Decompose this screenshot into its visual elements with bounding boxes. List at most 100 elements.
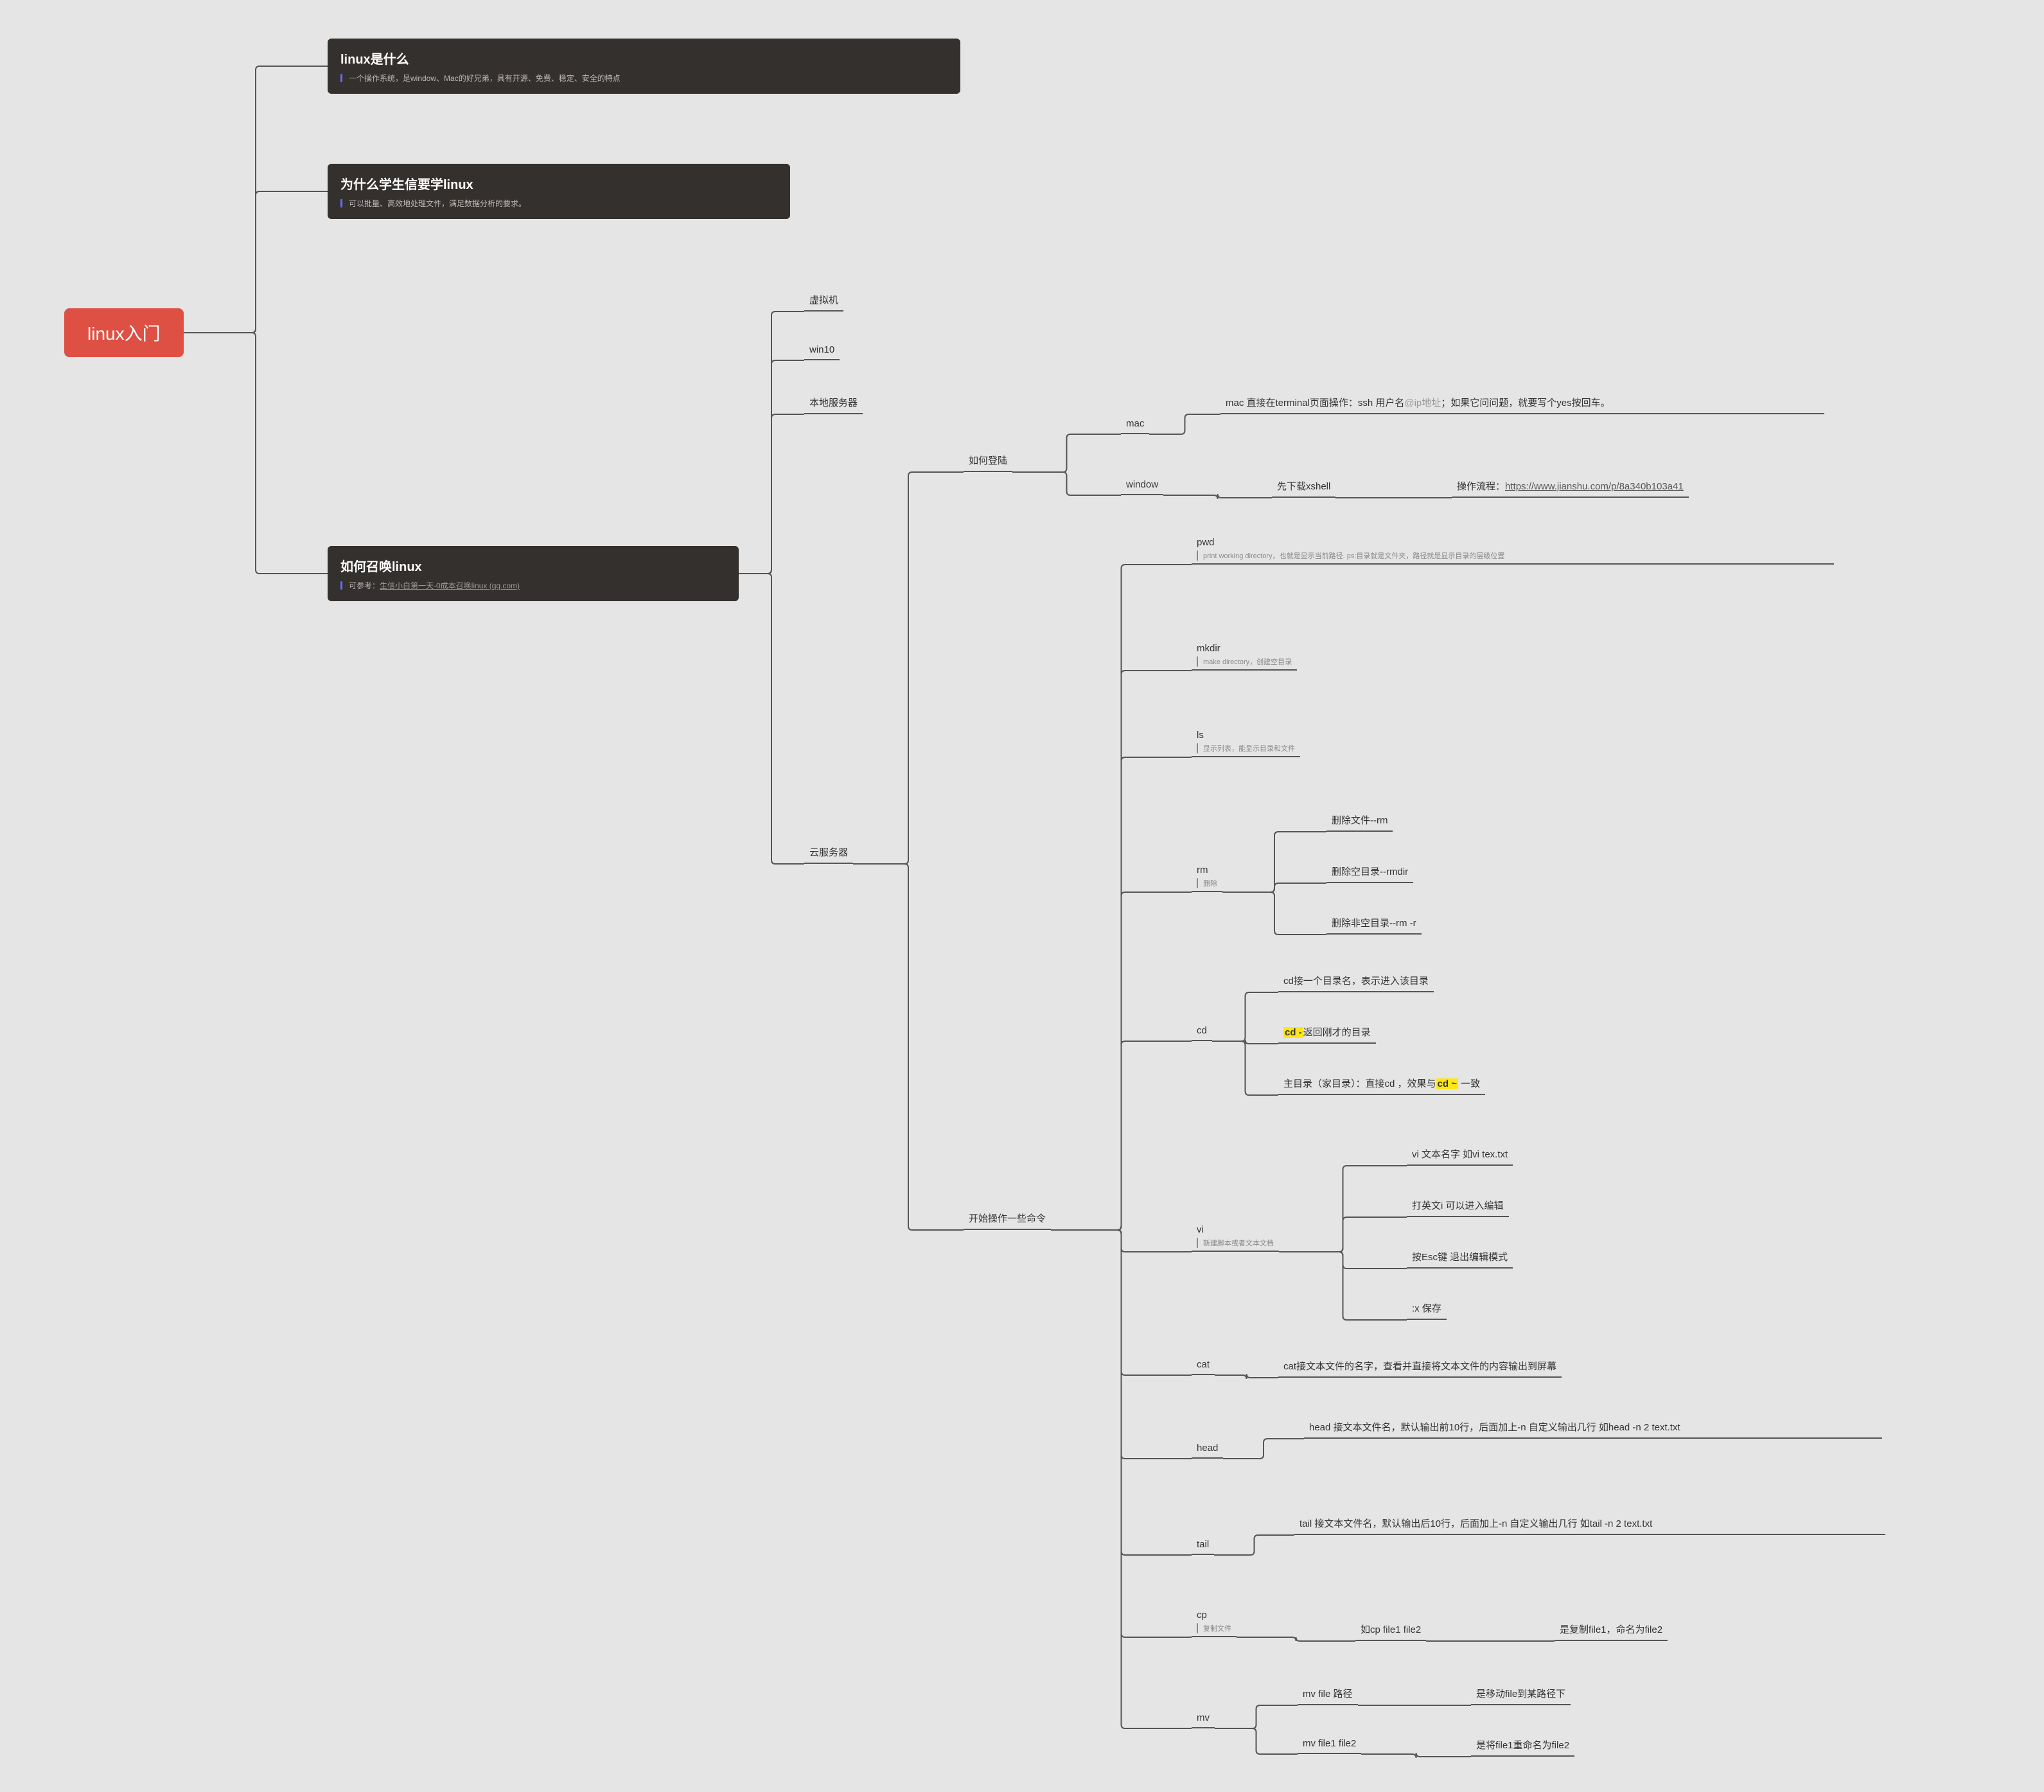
connector [1051,757,1192,1230]
mindmap-node[interactable]: rm删除 [1192,861,1222,892]
mindmap-node[interactable]: vi 文本名字 如vi tex.txt [1407,1143,1513,1166]
connector [1012,472,1121,495]
connector [1279,1166,1407,1252]
mindmap-node[interactable]: mv [1192,1709,1215,1728]
connector [1361,1753,1471,1758]
node-subtitle: 复制文件 [1197,1623,1231,1633]
mindmap-node[interactable]: head [1192,1439,1223,1459]
mindmap-node[interactable]: 为什么学生信要学linux 可以批量、高效地处理文件，满足数据分析的要求。 [328,164,790,219]
connector [1215,1374,1278,1379]
connector [1012,434,1121,472]
mindmap-node[interactable]: 本地服务器 [804,392,863,414]
mindmap-node[interactable]: cd -返回刚才的目录 [1278,1021,1376,1044]
node-title: ls [1197,730,1295,741]
connector [184,191,328,333]
mindmap-node[interactable]: 如何登陆 [964,450,1012,472]
mindmap-node[interactable]: :x 保存 [1407,1297,1447,1320]
node-title: pwd [1197,537,1829,548]
connector [1149,414,1220,434]
mindmap-node[interactable]: win10 [804,340,840,360]
mindmap-node[interactable]: 开始操作一些命令 [964,1208,1051,1230]
connector [1051,1041,1192,1230]
connector [1051,1230,1192,1555]
connector [1051,892,1192,1230]
mindmap-node[interactable]: mkdir make directory，创建空目录 [1192,639,1297,671]
node-subtitle: 可以批量、高效地处理文件，满足数据分析的要求。 [340,198,775,209]
mindmap-node[interactable]: 删除非空目录--rm -r [1326,912,1422,935]
node-subtitle: 可参考：生信小白第一天-0成本召唤linux (qq.com) [340,580,723,591]
connector [1222,892,1326,935]
connector [1279,1252,1407,1269]
connector [739,574,804,864]
mindmap-node[interactable]: cd接一个目录名，表示进入该目录 [1278,970,1434,992]
node-title: rm [1197,865,1217,875]
connector [1212,1041,1278,1095]
mindmap-node[interactable]: 是复制file1，命名为file2 [1555,1619,1668,1641]
node-title: vi [1197,1224,1274,1235]
mindmap-node[interactable]: 如cp file1 file2 [1355,1619,1426,1641]
mindmap-node[interactable]: window [1121,475,1163,495]
mindmap-node[interactable]: linux是什么一个操作系统，是window、Mac的好兄弟，具有开源、免费、稳… [328,39,960,94]
connector [853,472,964,864]
mindmap-node[interactable]: cat接文本文件的名字，查看并直接将文本文件的内容输出到屏幕 [1278,1355,1562,1378]
mindmap-node[interactable]: ls 显示列表，能显示目录和文件 [1192,726,1300,757]
connector [1222,883,1326,892]
node-subtitle: 新建脚本或者文本文档 [1197,1238,1274,1248]
connector [1051,1230,1192,1728]
node-title: mkdir [1197,643,1292,654]
mindmap-node[interactable]: mac [1121,414,1149,434]
node-subtitle: 一个操作系统，是window、Mac的好兄弟，具有开源、免费、稳定、安全的特点 [340,73,945,83]
mindmap-node[interactable]: 如何召唤linux 可参考：生信小白第一天-0成本召唤linux (qq.com) [328,546,739,601]
connector [1223,1439,1304,1459]
connector [1051,1230,1192,1375]
mindmap-node[interactable]: pwd print working directory，也就是显示当前路径. ps… [1192,533,1834,565]
connector [1163,494,1272,499]
mindmap-node[interactable]: 删除文件--rm [1326,809,1393,832]
mindmap-node[interactable]: mv file1 file2 [1298,1734,1361,1754]
connector [739,312,804,574]
mindmap-node[interactable]: mac 直接在terminal页面操作：ssh 用户名@ip地址；如果它问问题，… [1220,392,1824,414]
mindmap-node[interactable]: 云服务器 [804,841,853,864]
connector [184,66,328,333]
mindmap-node[interactable]: vi 新建脚本或者文本文档 [1192,1220,1279,1252]
connector [1051,1230,1192,1637]
connector [1051,565,1192,1230]
connector [1051,1230,1192,1459]
mindmap-node[interactable]: head 接文本文件名，默认输出前10行，后面加上-n 自定义输出几行 如hea… [1304,1416,1882,1439]
connector [1279,1252,1407,1320]
connector [739,414,804,574]
node-subtitle: print working directory，也就是显示当前路径. ps:目录… [1197,550,1829,561]
mindmap-node[interactable]: cp 复制文件 [1192,1606,1237,1637]
connector [1051,1230,1192,1252]
mindmap-node[interactable]: 是移动file到某路径下 [1471,1683,1571,1705]
node-subtitle: make directory，创建空目录 [1197,656,1292,667]
mindmap-node[interactable]: 删除空目录--rmdir [1326,861,1413,883]
mindmap-node[interactable]: 操作流程：https://www.jianshu.com/p/8a340b103… [1452,475,1689,498]
connector [853,864,964,1230]
connector [1214,1535,1294,1555]
connector [1212,1040,1278,1045]
mindmap-node[interactable]: linux入门 [64,308,184,357]
mindmap-node[interactable]: tail [1192,1535,1214,1555]
mindmap-node[interactable]: 打英文i 可以进入编辑 [1407,1195,1509,1217]
mindmap-node[interactable]: 是将file1重命名为file2 [1471,1734,1574,1757]
connector [1279,1217,1407,1252]
mindmap-node[interactable]: 虚拟机 [804,289,843,312]
mindmap-node[interactable]: 按Esc键 退出编辑模式 [1407,1246,1513,1269]
node-title: 为什么学生信要学linux [340,174,775,193]
connector [739,360,804,574]
connector [1051,671,1192,1230]
mindmap-node[interactable]: tail 接文本文件名，默认输出后10行，后面加上-n 自定义输出几行 如tai… [1294,1513,1885,1535]
connector [184,333,328,574]
mindmap-node[interactable]: mv file 路径 [1298,1683,1358,1705]
mindmap-node[interactable]: cat [1192,1355,1215,1375]
mindmap-node[interactable]: cd [1192,1021,1212,1041]
node-subtitle: 显示列表，能显示目录和文件 [1197,743,1295,753]
node-title: cp [1197,1610,1231,1621]
connector [1215,1705,1298,1728]
mindmap-node[interactable]: 主目录（家目录）：直接cd ，效果与cd ~ 一致 [1278,1073,1485,1095]
mindmap-node[interactable]: 先下载xshell [1272,475,1335,498]
node-title: 如何召唤linux [340,556,723,575]
connector [1237,1637,1355,1641]
connector [1222,832,1326,892]
